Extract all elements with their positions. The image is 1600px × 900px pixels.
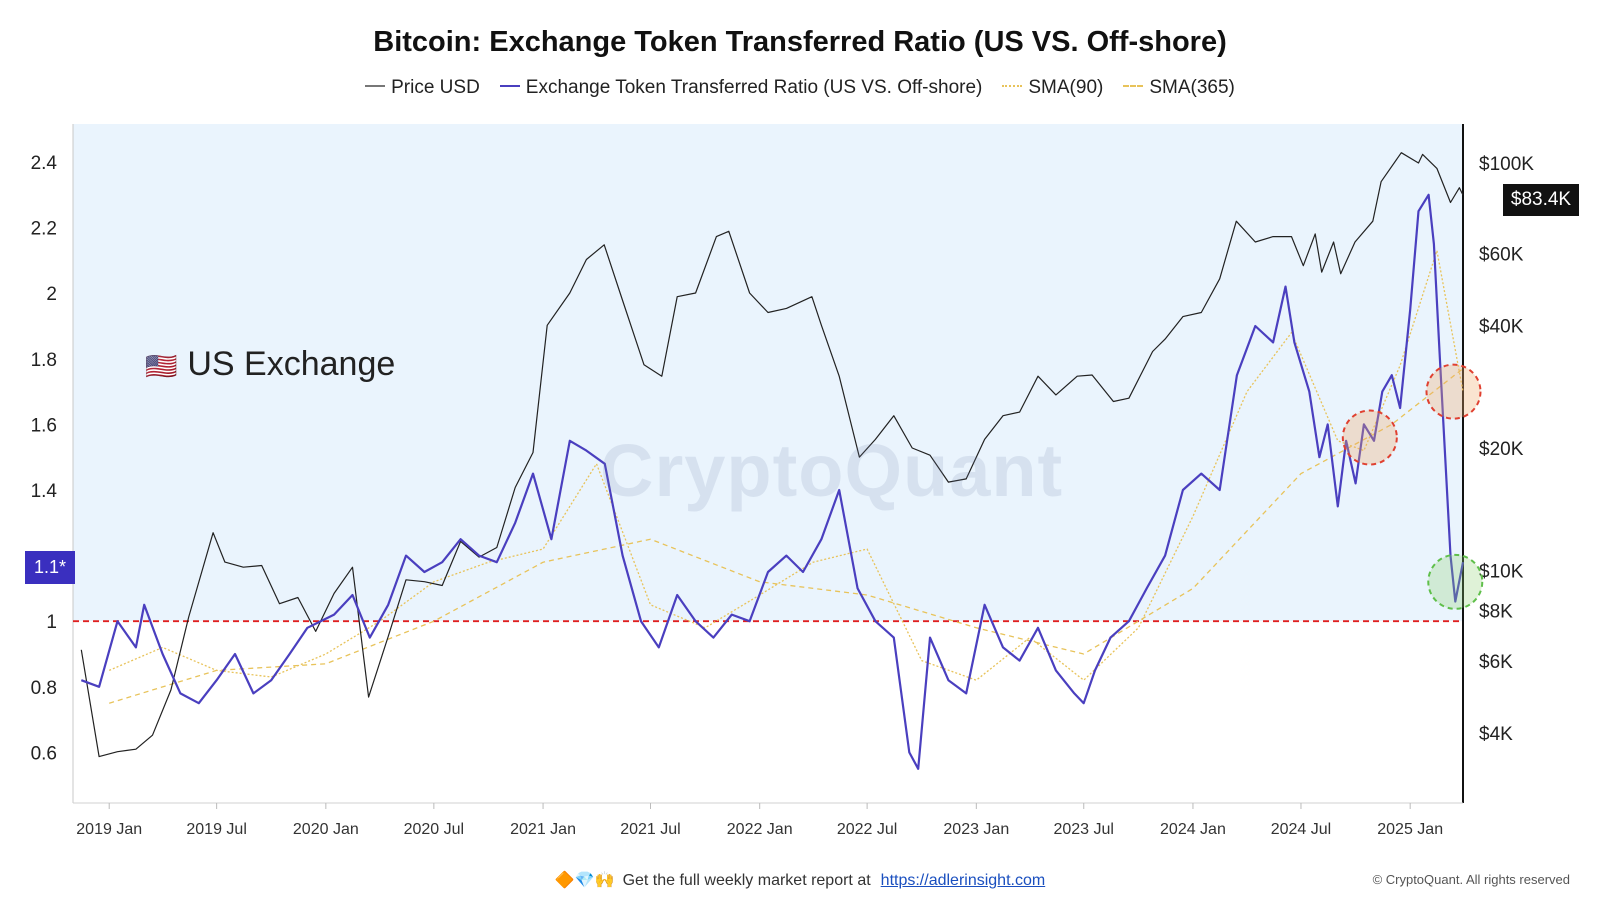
- x-tick-label: 2025 Jan: [1377, 821, 1443, 838]
- legend-swatch: [1002, 84, 1023, 87]
- x-tick-label: 2024 Jul: [1271, 821, 1332, 838]
- legend-swatch: [499, 84, 520, 87]
- legend-label: Exchange Token Transferred Ratio (US VS.…: [525, 77, 983, 98]
- footer: 🔶💎🙌 Get the full weekly market report at h…: [0, 870, 1600, 890]
- legend-label: SMA(365): [1149, 77, 1235, 98]
- y-left-tick-label: 1.8: [31, 350, 57, 371]
- x-tick-label: 2020 Jul: [404, 821, 465, 838]
- x-tick-label: 2022 Jan: [727, 821, 793, 838]
- price-usd-line: [80, 152, 1464, 758]
- y-left-tick-label: 0.6: [31, 743, 57, 764]
- price-value-badge: $83.4K: [1503, 184, 1579, 216]
- footer-link[interactable]: https://adlerinsight.com: [880, 872, 1046, 889]
- legend-item: SMA(90): [1002, 77, 1103, 99]
- footer-emoji-icons: 🔶💎🙌: [554, 872, 615, 889]
- y-right-tick-label: $6K: [1479, 652, 1513, 673]
- shaded-region: [73, 124, 1463, 622]
- y-left-tick-label: 2.4: [31, 153, 58, 174]
- legend-item: Price USD: [365, 77, 480, 99]
- y-left-tick-label: 2.2: [31, 219, 57, 240]
- watermark: CryptoQuant: [600, 429, 1064, 512]
- legend-label: SMA(90): [1028, 77, 1104, 98]
- legend-item: SMA(365): [1123, 77, 1235, 99]
- x-tick-label: 2019 Jan: [76, 821, 142, 838]
- x-tick-label: 2024 Jan: [1160, 821, 1226, 838]
- chart-legend: Price USD Exchange Token Transferred Rati…: [0, 77, 1600, 99]
- us-flag-icon: 🇺🇸: [145, 351, 178, 381]
- y-left-tick-label: 1: [46, 612, 57, 633]
- highlight-circle: [1341, 409, 1398, 466]
- y-right-tick-label: $40K: [1479, 316, 1524, 337]
- y-left-tick-label: 2: [46, 284, 57, 305]
- x-tick-label: 2022 Jul: [837, 821, 898, 838]
- legend-item: Exchange Token Transferred Ratio (US VS.…: [499, 77, 983, 99]
- annotation-label: 🇺🇸 US Exchange: [145, 345, 395, 384]
- legend-swatch: [1123, 84, 1144, 87]
- y-left-tick-label: 1.4: [31, 481, 58, 502]
- y-right-tick-label: $100K: [1479, 154, 1534, 175]
- legend-swatch: [365, 84, 386, 87]
- footer-text: Get the full weekly market report at: [622, 872, 871, 889]
- highlight-circle: [1427, 553, 1484, 610]
- x-tick-label: 2023 Jul: [1053, 821, 1114, 838]
- y-right-tick-label: $8K: [1479, 601, 1513, 622]
- annotation-text: US Exchange: [187, 345, 396, 383]
- copyright-notice: © CryptoQuant. All rights reserved: [1372, 872, 1570, 887]
- y-right-tick-label: $60K: [1479, 244, 1524, 265]
- legend-label: Price USD: [391, 77, 480, 98]
- y-left-tick-label: 1.6: [31, 415, 57, 436]
- x-tick-label: 2019 Jul: [186, 821, 247, 838]
- x-tick-label: 2020 Jan: [293, 821, 359, 838]
- ratio-line: [80, 193, 1465, 770]
- ratio-value-badge: 1.1*: [25, 551, 75, 584]
- highlight-circle: [1425, 363, 1482, 420]
- chart-title: Bitcoin: Exchange Token Transferred Rati…: [373, 26, 1227, 58]
- x-tick-label: 2021 Jan: [510, 821, 576, 838]
- x-tick-label: 2021 Jul: [620, 821, 681, 838]
- y-right-tick-label: $20K: [1479, 439, 1524, 460]
- y-left-tick-label: 0.8: [31, 678, 57, 699]
- x-tick-label: 2023 Jan: [943, 821, 1009, 838]
- y-right-tick-label: $10K: [1479, 562, 1524, 583]
- sma365-line: [109, 368, 1464, 704]
- sma90-line: [108, 249, 1464, 681]
- y-right-tick-label: $4K: [1479, 724, 1513, 745]
